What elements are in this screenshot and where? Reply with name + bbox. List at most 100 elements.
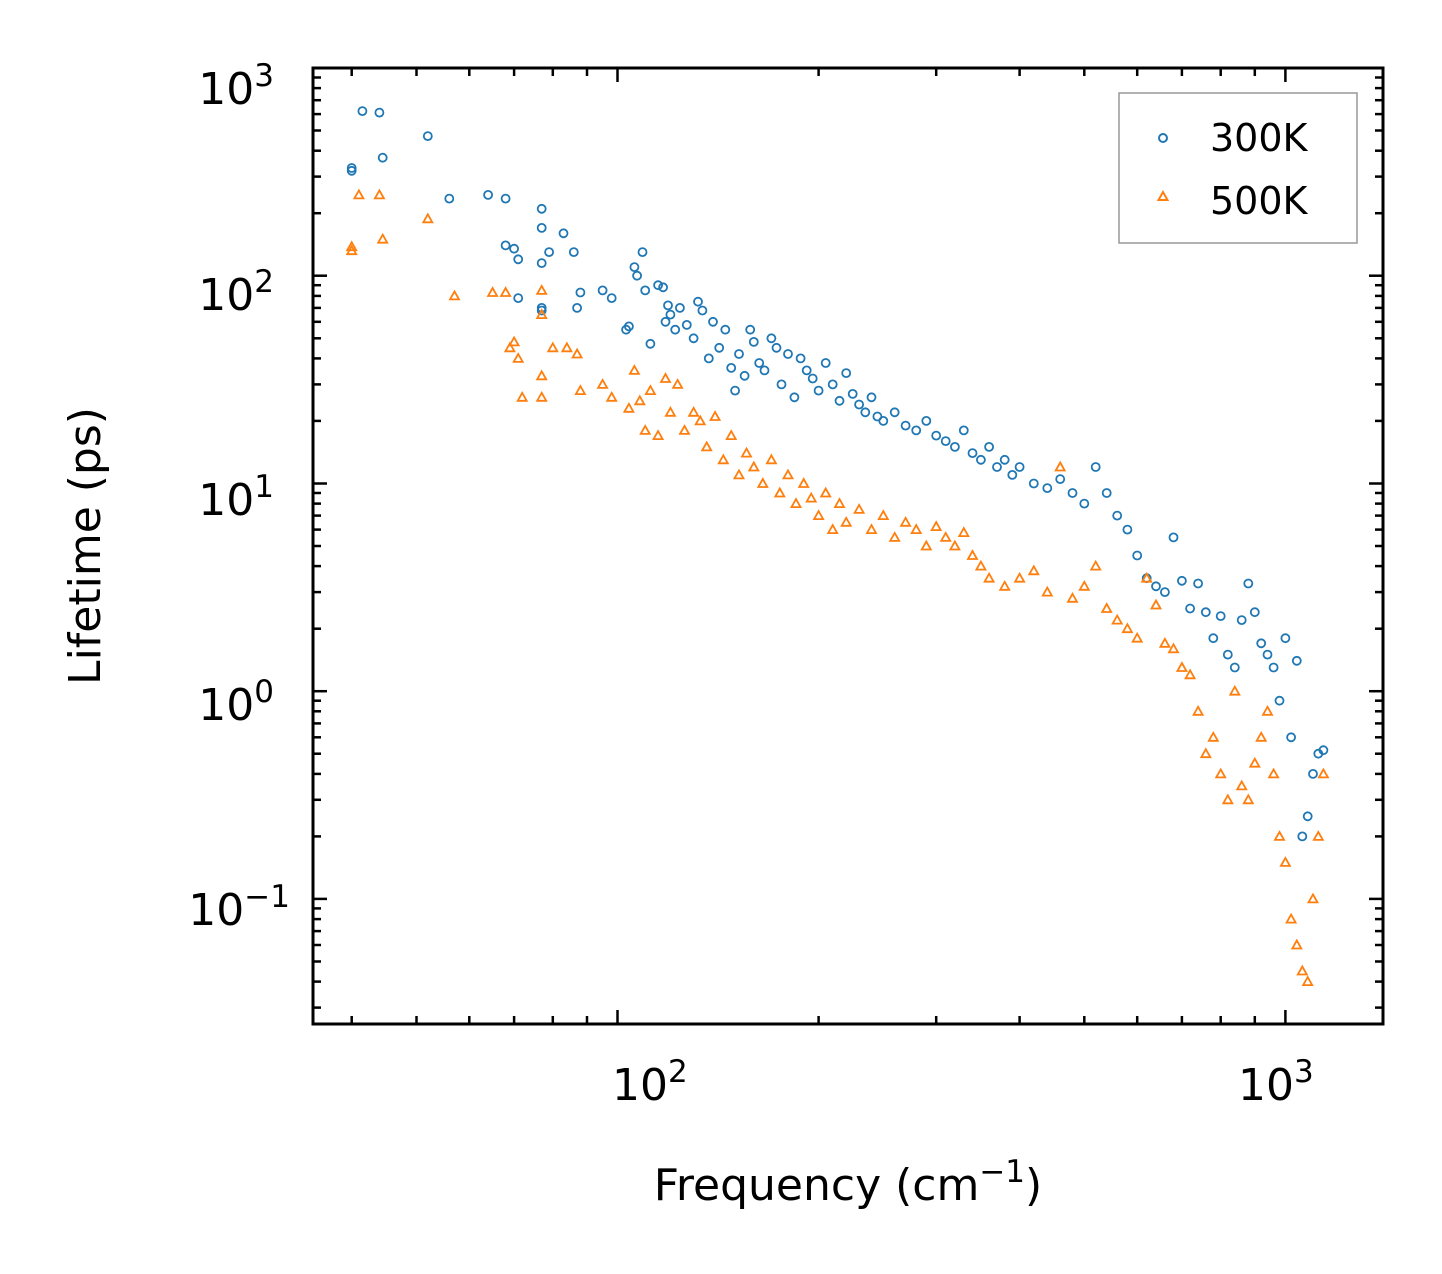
data-point-300k bbox=[950, 441, 960, 452]
data-point-500k bbox=[700, 440, 713, 452]
data-point-500k bbox=[1279, 856, 1292, 867]
data-point-300k bbox=[645, 338, 656, 349]
legend-marker-300k bbox=[1158, 133, 1168, 143]
data-point-300k bbox=[513, 293, 524, 304]
data-point-300k bbox=[801, 365, 812, 376]
data-point-300k bbox=[827, 379, 838, 390]
data-point-300k bbox=[1222, 649, 1233, 660]
x-tick-label: 102 bbox=[612, 1054, 688, 1111]
data-point-300k bbox=[1280, 633, 1291, 644]
data-point-500k bbox=[983, 571, 996, 583]
data-point-500k bbox=[345, 244, 358, 256]
data-point-500k bbox=[1255, 730, 1268, 742]
data-point-300k bbox=[1014, 462, 1025, 472]
data-point-300k bbox=[536, 203, 547, 214]
data-point-300k bbox=[1028, 478, 1039, 489]
data-point-500k bbox=[678, 424, 691, 435]
y-tick-label: 10−1 bbox=[188, 879, 290, 936]
data-point-500k bbox=[671, 378, 684, 389]
data-point-300k bbox=[1079, 498, 1090, 509]
data-point-300k bbox=[640, 285, 651, 296]
data-point-300k bbox=[1229, 662, 1240, 673]
data-point-500k bbox=[1158, 636, 1171, 648]
data-point-300k bbox=[500, 193, 511, 204]
data-point-300k bbox=[1168, 532, 1179, 543]
data-point-300k bbox=[697, 305, 708, 316]
series-500k bbox=[345, 188, 1330, 986]
data-point-500k bbox=[1207, 730, 1220, 742]
data-point-300k bbox=[1067, 488, 1078, 498]
series-300k bbox=[346, 106, 1329, 842]
data-point-300k bbox=[1308, 769, 1318, 779]
data-point-500k bbox=[781, 468, 795, 480]
data-point-300k bbox=[759, 365, 770, 376]
data-point-500k bbox=[1228, 684, 1241, 696]
data-point-300k bbox=[1042, 483, 1053, 494]
data-point-500k bbox=[1131, 631, 1144, 643]
data-point-300k bbox=[536, 222, 547, 233]
data-point-300k bbox=[766, 333, 777, 344]
data-point-300k bbox=[783, 349, 793, 359]
data-point-500k bbox=[797, 477, 810, 488]
data-point-300k bbox=[536, 305, 547, 316]
data-point-300k bbox=[754, 358, 765, 368]
data-point-500k bbox=[765, 453, 778, 465]
data-point-300k bbox=[807, 373, 818, 384]
data-point-300k bbox=[1268, 662, 1279, 673]
data-point-300k bbox=[374, 107, 385, 118]
data-point-300k bbox=[675, 302, 685, 313]
data-point-300k bbox=[1215, 611, 1226, 621]
data-point-500k bbox=[773, 486, 786, 498]
data-point-500k bbox=[756, 477, 769, 488]
data-point-500k bbox=[499, 286, 512, 297]
data-point-500k bbox=[1312, 830, 1325, 841]
data-point-300k bbox=[606, 293, 617, 304]
data-point-300k bbox=[940, 436, 951, 447]
data-point-500k bbox=[1306, 892, 1320, 904]
data-point-500k bbox=[805, 491, 818, 503]
legend-label-500k: 500K bbox=[1210, 179, 1309, 223]
data-point-500k bbox=[819, 486, 832, 498]
data-point-500k bbox=[1285, 912, 1298, 924]
data-point-500k bbox=[899, 515, 912, 527]
data-point-300k bbox=[575, 287, 586, 298]
data-point-300k bbox=[513, 254, 524, 265]
data-point-300k bbox=[958, 425, 969, 436]
data-point-500k bbox=[694, 414, 707, 426]
data-point-300k bbox=[1193, 578, 1203, 589]
data-point-500k bbox=[352, 188, 365, 200]
data-point-500k bbox=[732, 468, 746, 480]
data-point-500k bbox=[508, 335, 521, 347]
data-point-500k bbox=[740, 446, 753, 458]
data-point-300k bbox=[483, 189, 494, 200]
data-point-300k bbox=[1200, 607, 1211, 618]
data-point-300k bbox=[1160, 587, 1170, 597]
data-point-500k bbox=[535, 369, 548, 381]
y-axis-label: Lifetime (ps) bbox=[60, 407, 111, 685]
data-point-500k bbox=[998, 579, 1011, 591]
data-point-300k bbox=[854, 399, 864, 410]
data-point-300k bbox=[500, 240, 511, 251]
data-point-500k bbox=[1242, 793, 1255, 805]
data-point-300k bbox=[1297, 831, 1308, 842]
data-point-300k bbox=[795, 353, 806, 364]
data-point-300k bbox=[967, 448, 978, 459]
data-point-500k bbox=[974, 559, 987, 571]
data-point-300k bbox=[820, 358, 831, 368]
data-point-500k bbox=[717, 453, 730, 465]
data-point-500k bbox=[503, 341, 516, 353]
data-point-300k bbox=[1151, 581, 1161, 592]
data-point-300k bbox=[624, 321, 634, 332]
data-point-300k bbox=[992, 462, 1002, 472]
data-point-300k bbox=[841, 368, 852, 379]
data-point-300k bbox=[1101, 488, 1112, 498]
data-point-500k bbox=[865, 523, 878, 534]
data-points-layer bbox=[345, 106, 1330, 986]
legend: 300K 500K bbox=[1118, 92, 1358, 244]
data-point-300k bbox=[1249, 607, 1260, 618]
x-axis-label: Frequency (cm−1) bbox=[654, 1154, 1042, 1211]
data-point-500k bbox=[1089, 559, 1102, 571]
data-point-500k bbox=[622, 401, 635, 413]
data-point-300k bbox=[900, 420, 911, 431]
